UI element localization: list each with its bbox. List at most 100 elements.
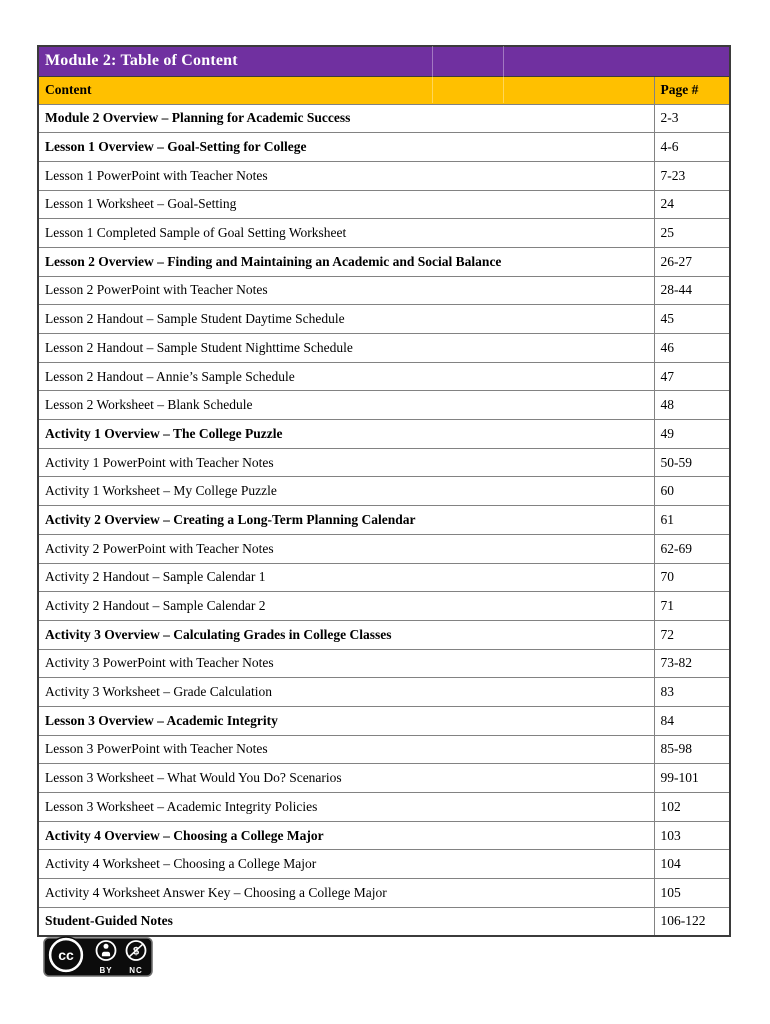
row-page-cell: 46 — [653, 333, 731, 363]
table-title-row: Module 2: Table of Content — [37, 45, 731, 77]
row-content-cell: Lesson 2 Handout – Sample Student Daytim… — [37, 304, 655, 334]
table-row: Activity 4 Overview – Choosing a College… — [37, 820, 731, 851]
table-row: Activity 1 PowerPoint with Teacher Notes… — [37, 447, 731, 478]
column-header-row: Content Page # — [37, 75, 731, 105]
row-content-cell: Activity 1 Worksheet – My College Puzzle — [37, 476, 655, 507]
table-row: Lesson 3 Worksheet – Academic Integrity … — [37, 792, 731, 822]
table-row: Lesson 2 Handout – Sample Student Daytim… — [37, 304, 731, 334]
row-content-cell: Activity 4 Worksheet – Choosing a Colleg… — [37, 849, 655, 880]
row-page-cell: 25 — [653, 218, 731, 248]
row-page-cell: 49 — [653, 419, 731, 449]
table-row: Activity 4 Worksheet Answer Key – Choosi… — [37, 878, 731, 908]
row-content-cell: Lesson 2 Overview – Finding and Maintain… — [37, 246, 655, 277]
by-person-icon — [95, 940, 117, 961]
table-row: Lesson 2 Handout – Sample Student Nightt… — [37, 333, 731, 363]
cc-by-nc-badge: cc $ BY NC — [43, 936, 153, 977]
table-row: Lesson 1 Overview – Goal-Setting for Col… — [37, 132, 731, 162]
row-content-cell: Activity 3 PowerPoint with Teacher Notes — [37, 648, 655, 679]
cc-letters: cc — [58, 947, 74, 963]
table-row: Activity 3 Overview – Calculating Grades… — [37, 619, 731, 650]
row-page-cell: 28-44 — [653, 275, 731, 306]
table-row: Module 2 Overview – Planning for Academi… — [37, 103, 731, 134]
row-page-cell: 60 — [653, 476, 731, 507]
toc-body: Module 2 Overview – Planning for Academi… — [37, 103, 731, 937]
row-page-cell: 102 — [653, 792, 731, 822]
row-content-cell: Activity 3 Worksheet – Grade Calculation — [37, 677, 655, 707]
table-row: Lesson 2 Handout – Annie’s Sample Schedu… — [37, 361, 731, 392]
row-content-cell: Lesson 1 PowerPoint with Teacher Notes — [37, 160, 655, 191]
table-row: Lesson 1 Completed Sample of Goal Settin… — [37, 218, 731, 248]
row-content-cell: Lesson 2 PowerPoint with Teacher Notes — [37, 275, 655, 306]
row-content-cell: Lesson 2 Worksheet – Blank Schedule — [37, 390, 655, 421]
row-content-cell: Activity 2 Handout – Sample Calendar 2 — [37, 591, 655, 621]
table-row: Activity 3 Worksheet – Grade Calculation… — [37, 677, 731, 707]
page-column-header: Page # — [653, 75, 731, 105]
row-content-cell: Lesson 1 Worksheet – Goal-Setting — [37, 189, 655, 220]
table-row: Lesson 1 Worksheet – Goal-Setting 24 — [37, 189, 731, 220]
row-content-cell: Module 2 Overview – Planning for Academi… — [37, 103, 655, 134]
table-row: Lesson 3 PowerPoint with Teacher Notes 85… — [37, 734, 731, 765]
row-page-cell: 2-3 — [653, 103, 731, 134]
row-content-cell: Activity 4 Worksheet Answer Key – Choosi… — [37, 878, 655, 908]
row-content-cell: Lesson 3 Overview – Academic Integrity — [37, 705, 655, 736]
row-page-cell: 99-101 — [653, 763, 731, 793]
row-content-cell: Activity 1 Overview – The College Puzzle — [37, 419, 655, 449]
table-row: Student-Guided Notes 106-122 — [37, 906, 731, 937]
row-page-cell: 106-122 — [653, 906, 731, 937]
row-page-cell: 4-6 — [653, 132, 731, 162]
row-content-cell: Lesson 3 PowerPoint with Teacher Notes — [37, 734, 655, 765]
row-page-cell: 72 — [653, 619, 731, 650]
row-page-cell: 50-59 — [653, 447, 731, 478]
row-page-cell: 70 — [653, 562, 731, 593]
by-label: BY — [99, 966, 112, 975]
table-row: Lesson 3 Overview – Academic Integrity 84 — [37, 705, 731, 736]
table-row: Lesson 2 PowerPoint with Teacher Notes 28… — [37, 275, 731, 306]
nc-no-dollar-icon: $ — [125, 940, 147, 961]
toc-table: Module 2: Table of Content Content Page … — [37, 45, 731, 937]
row-page-cell: 7-23 — [653, 160, 731, 191]
table-row: Lesson 3 Worksheet – What Would You Do? … — [37, 763, 731, 793]
row-content-cell: Lesson 1 Completed Sample of Goal Settin… — [37, 218, 655, 248]
table-row: Activity 2 Overview – Creating a Long-Te… — [37, 505, 731, 535]
page-title: Module 2: Table of Content — [37, 45, 731, 77]
row-page-cell: 48 — [653, 390, 731, 421]
row-page-cell: 71 — [653, 591, 731, 621]
row-page-cell: 85-98 — [653, 734, 731, 765]
table-row: Activity 3 PowerPoint with Teacher Notes… — [37, 648, 731, 679]
row-content-cell: Activity 2 Overview – Creating a Long-Te… — [37, 505, 655, 535]
row-page-cell: 26-27 — [653, 246, 731, 277]
row-page-cell: 104 — [653, 849, 731, 880]
row-page-cell: 83 — [653, 677, 731, 707]
row-content-cell: Lesson 1 Overview – Goal-Setting for Col… — [37, 132, 655, 162]
row-content-cell: Lesson 3 Worksheet – What Would You Do? … — [37, 763, 655, 793]
table-row: Activity 4 Worksheet – Choosing a Colleg… — [37, 849, 731, 880]
content-column-header: Content — [37, 75, 655, 105]
nc-label: NC — [129, 966, 143, 975]
row-content-cell: Activity 2 PowerPoint with Teacher Notes — [37, 533, 655, 564]
row-content-cell: Lesson 2 Handout – Annie’s Sample Schedu… — [37, 361, 655, 392]
row-page-cell: 84 — [653, 705, 731, 736]
row-page-cell: 73-82 — [653, 648, 731, 679]
table-row: Activity 2 PowerPoint with Teacher Notes… — [37, 533, 731, 564]
row-content-cell: Activity 4 Overview – Choosing a College… — [37, 820, 655, 851]
row-content-cell: Lesson 3 Worksheet – Academic Integrity … — [37, 792, 655, 822]
row-content-cell: Activity 3 Overview – Calculating Grades… — [37, 619, 655, 650]
cc-logo-icon: cc — [47, 936, 85, 974]
table-row: Lesson 2 Worksheet – Blank Schedule 48 — [37, 390, 731, 421]
row-content-cell: Lesson 2 Handout – Sample Student Nightt… — [37, 333, 655, 363]
row-page-cell: 24 — [653, 189, 731, 220]
row-page-cell: 62-69 — [653, 533, 731, 564]
table-row: Activity 1 Worksheet – My College Puzzle… — [37, 476, 731, 507]
table-row: Lesson 1 PowerPoint with Teacher Notes 7-… — [37, 160, 731, 191]
row-content-cell: Activity 1 PowerPoint with Teacher Notes — [37, 447, 655, 478]
table-row: Activity 2 Handout – Sample Calendar 1 70 — [37, 562, 731, 593]
row-page-cell: 103 — [653, 820, 731, 851]
row-page-cell: 61 — [653, 505, 731, 535]
row-page-cell: 105 — [653, 878, 731, 908]
row-content-cell: Activity 2 Handout – Sample Calendar 1 — [37, 562, 655, 593]
table-row: Activity 2 Handout – Sample Calendar 2 71 — [37, 591, 731, 621]
row-content-cell: Student-Guided Notes — [37, 906, 655, 937]
table-row: Lesson 2 Overview – Finding and Maintain… — [37, 246, 731, 277]
row-page-cell: 45 — [653, 304, 731, 334]
